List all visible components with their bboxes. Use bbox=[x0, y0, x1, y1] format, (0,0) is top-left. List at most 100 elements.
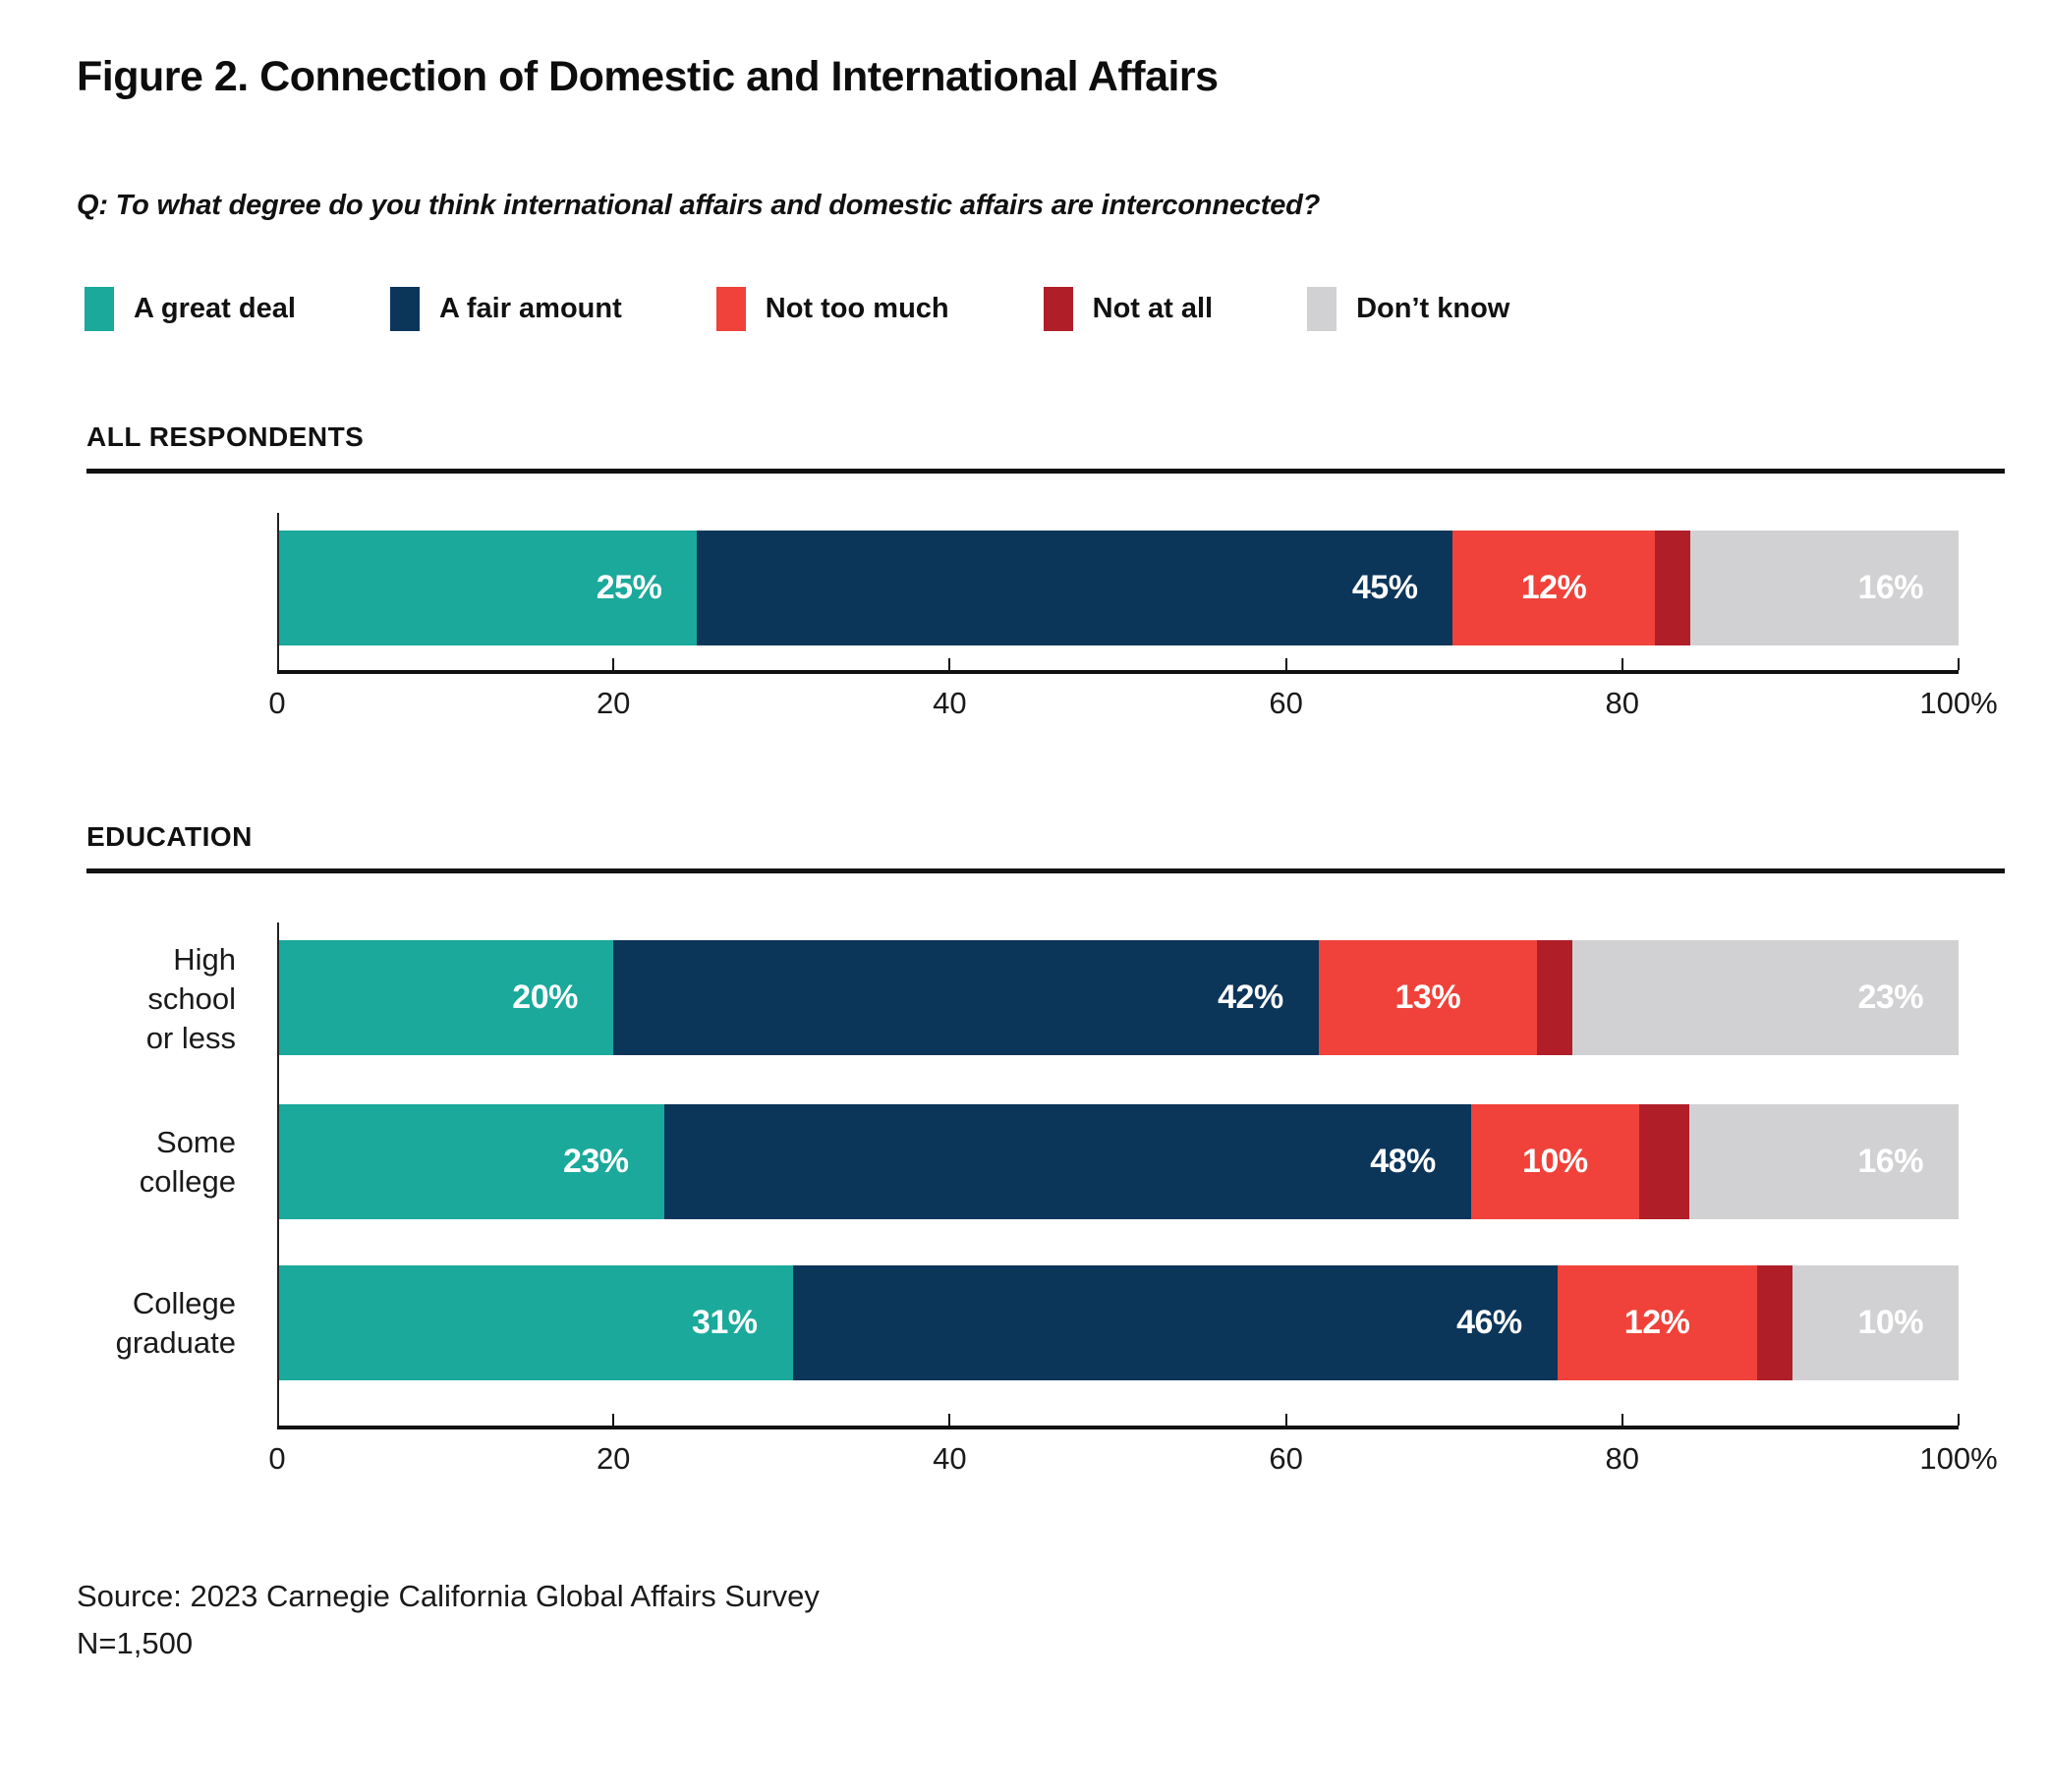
axis-tick-label: 60 bbox=[1269, 686, 1303, 720]
axis-tick bbox=[612, 658, 615, 670]
axis-tick-label: 80 bbox=[1605, 1441, 1640, 1476]
section-education: EDUCATION High school or less 20% 42% 13% 23%… bbox=[77, 821, 2005, 1486]
bar-value-label: 16% bbox=[1857, 569, 1923, 606]
category-label: High school or less bbox=[86, 940, 277, 1058]
axis-tick bbox=[948, 658, 951, 670]
bar-value-label: 23% bbox=[1857, 979, 1923, 1016]
axis-tick bbox=[1284, 1414, 1287, 1426]
legend-label: A fair amount bbox=[438, 293, 622, 324]
axis-tick-label: 100% bbox=[1919, 686, 1998, 720]
figure-title: Figure 2. Connection of Domestic and Int… bbox=[77, 53, 1219, 100]
bar-segment-don-t-know: 16% bbox=[1689, 1104, 1959, 1219]
category-label bbox=[86, 531, 277, 645]
sample-size: N=1,500 bbox=[77, 1626, 194, 1660]
not-at-all-swatch-icon bbox=[1043, 287, 1073, 331]
y-axis-line bbox=[277, 513, 279, 670]
axis-tick bbox=[948, 1414, 951, 1426]
category-label-line: or less bbox=[145, 1021, 236, 1055]
axis-tick-label: 20 bbox=[596, 686, 631, 720]
axis-tick bbox=[1958, 658, 1960, 670]
x-axis-line bbox=[277, 670, 1959, 674]
axis-tick bbox=[612, 1414, 615, 1426]
bar-segment-not-too-much: 10% bbox=[1470, 1104, 1639, 1219]
legend-label: Don’t know bbox=[1356, 293, 1510, 324]
bar-row-college-graduate: College graduate 31% 46% 12% 10% bbox=[86, 1265, 2005, 1380]
section-divider bbox=[86, 868, 2005, 873]
bar-value-label: 48% bbox=[1370, 1143, 1436, 1180]
bar-segment-a-great-deal: 25% bbox=[277, 531, 698, 645]
axis-tick-label: 100% bbox=[1919, 1441, 1998, 1476]
x-axis: 0 20 40 60 80 100% bbox=[268, 658, 1998, 731]
legend-label: Not too much bbox=[765, 293, 949, 324]
axis-tick-label: 0 bbox=[268, 1441, 286, 1476]
figure-page: Figure 2. Connection of Domestic and Int… bbox=[77, 53, 2005, 1667]
bar-value-label: 31% bbox=[691, 1304, 758, 1341]
bar-segment-not-at-all bbox=[1536, 940, 1572, 1055]
legend: A great deal A fair amount Not too much Not… bbox=[77, 287, 2005, 331]
don-t-know-swatch-icon bbox=[1307, 287, 1337, 331]
bar-value-label: 25% bbox=[596, 569, 662, 606]
bar-segment-a-fair-amount: 46% bbox=[792, 1265, 1558, 1380]
bar-value-label: 45% bbox=[1351, 569, 1418, 606]
bar-segment-a-great-deal: 23% bbox=[277, 1104, 664, 1219]
bar-segment-a-great-deal: 31% bbox=[277, 1265, 793, 1380]
bar-segment-not-at-all bbox=[1654, 531, 1690, 645]
bar-value-label: 12% bbox=[1623, 1304, 1690, 1341]
axis-tick-label: 40 bbox=[933, 1441, 967, 1476]
x-axis: 0 20 40 60 80 100% bbox=[268, 1414, 1998, 1486]
bar-row-all-respondents: 25% 45% 12% 16% bbox=[86, 531, 2005, 645]
bar-segment-not-too-much: 13% bbox=[1318, 940, 1537, 1055]
section-heading-all-respondents: ALL RESPONDENTS bbox=[86, 421, 365, 452]
bar-segment-don-t-know: 10% bbox=[1792, 1265, 1959, 1380]
category-label-line: graduate bbox=[115, 1324, 236, 1360]
bar-rows: High school or less 20% 42% 13% 23% Some colle… bbox=[86, 940, 2005, 1380]
axis-tick bbox=[1621, 1414, 1623, 1426]
bar-value-label: 13% bbox=[1394, 979, 1461, 1016]
bar-segment-a-fair-amount: 42% bbox=[612, 940, 1319, 1055]
axis-tick-label: 20 bbox=[596, 1441, 631, 1476]
bar-segment-a-fair-amount: 45% bbox=[697, 531, 1453, 645]
bar-segment-a-great-deal: 20% bbox=[277, 940, 613, 1055]
axis-tick-label: 80 bbox=[1605, 686, 1640, 720]
category-label-line: Some college bbox=[139, 1124, 236, 1199]
stacked-bar: 31% 46% 12% 10% bbox=[277, 1265, 1959, 1380]
bar-value-label: 20% bbox=[512, 979, 578, 1016]
chart-all-respondents: 25% 45% 12% 16% 0 20 40 60 80 100% bbox=[86, 513, 2005, 731]
source-line: Source: 2023 Carnegie California Global … bbox=[77, 1579, 820, 1613]
x-axis-line bbox=[277, 1426, 1959, 1429]
bar-value-label: 10% bbox=[1857, 1304, 1923, 1341]
a-great-deal-swatch-icon bbox=[85, 287, 114, 331]
stacked-bar: 23% 48% 10% 16% bbox=[277, 1104, 1959, 1219]
legend-label: A great deal bbox=[134, 293, 296, 324]
section-heading-education: EDUCATION bbox=[86, 821, 253, 852]
bar-rows: 25% 45% 12% 16% bbox=[86, 531, 2005, 645]
survey-question: Q: To what degree do you think internati… bbox=[77, 190, 1321, 221]
category-label: Some college bbox=[86, 1104, 277, 1219]
axis-tick bbox=[1958, 1414, 1960, 1426]
legend-label: Not at all bbox=[1092, 293, 1214, 324]
bar-segment-don-t-know: 23% bbox=[1571, 940, 1959, 1055]
bar-value-label: 16% bbox=[1857, 1143, 1923, 1180]
stacked-bar: 25% 45% 12% 16% bbox=[277, 531, 1959, 645]
legend-item-a-great-deal: A great deal bbox=[85, 287, 296, 331]
bar-segment-not-at-all bbox=[1756, 1265, 1792, 1380]
legend-item-a-fair-amount: A fair amount bbox=[389, 287, 622, 331]
not-too-much-swatch-icon bbox=[715, 287, 746, 331]
category-label-line: College bbox=[132, 1285, 236, 1320]
source-note: Source: 2023 Carnegie California Global … bbox=[77, 1573, 2005, 1667]
category-label-line: High school bbox=[147, 942, 236, 1016]
legend-item-don-t-know: Don’t know bbox=[1307, 287, 1509, 331]
bar-segment-a-fair-amount: 48% bbox=[663, 1104, 1471, 1219]
bar-segment-not-too-much: 12% bbox=[1557, 1265, 1757, 1380]
legend-item-not-at-all: Not at all bbox=[1043, 287, 1214, 331]
section-all-respondents: ALL RESPONDENTS 25% 45% 12% 16% 0 20 40 60 80 100… bbox=[77, 421, 2005, 731]
axis-tick-label: 40 bbox=[933, 686, 967, 720]
bar-row-high-school-or-less: High school or less 20% 42% 13% 23% bbox=[86, 940, 2005, 1058]
axis-tick-label: 60 bbox=[1269, 1441, 1303, 1476]
a-fair-amount-swatch-icon bbox=[389, 287, 420, 331]
legend-item-not-too-much: Not too much bbox=[715, 287, 949, 331]
bar-value-label: 12% bbox=[1520, 569, 1587, 606]
bar-value-label: 10% bbox=[1522, 1143, 1588, 1180]
bar-value-label: 46% bbox=[1456, 1304, 1522, 1341]
section-divider bbox=[86, 469, 2005, 474]
